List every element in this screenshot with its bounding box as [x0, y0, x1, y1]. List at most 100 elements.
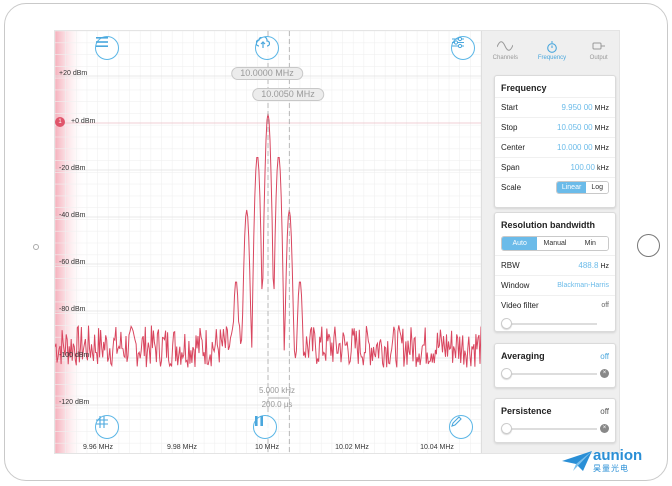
averaging-clear-icon[interactable]: ×: [600, 369, 609, 378]
reference-marker[interactable]: 1: [55, 117, 65, 127]
edit-icon: [451, 416, 462, 427]
rbw-min-button[interactable]: Min: [572, 237, 608, 250]
persistence-knob[interactable]: [501, 423, 512, 434]
start-value[interactable]: 9.950 00: [561, 103, 593, 112]
rbw-manual-button[interactable]: Manual: [537, 237, 573, 250]
averaging-card: Averaging off ×: [494, 343, 616, 388]
settings-button[interactable]: [451, 36, 475, 60]
center-row[interactable]: Center 10.000 00 MHz: [495, 137, 615, 157]
y-label-m60: -60 dBm: [59, 259, 86, 266]
scale-toggle: Linear Log: [555, 181, 609, 194]
tab-frequency[interactable]: Frequency: [529, 31, 576, 71]
logo-brand: aunion: [593, 446, 643, 464]
pause-icon: [255, 416, 263, 426]
rbw-card: Resolution bandwidth Auto Manual Min RBW…: [494, 212, 616, 332]
span-row[interactable]: Span 100.00 kHz: [495, 157, 615, 177]
scale-row: Scale Linear Log: [495, 177, 615, 197]
span-label: Span: [501, 163, 520, 172]
menu-button[interactable]: [95, 36, 119, 60]
y-label-m40: -40 dBm: [59, 212, 86, 219]
averaging-knob[interactable]: [501, 368, 512, 379]
rbw-row[interactable]: RBW 488.8 Hz: [495, 255, 615, 275]
logo-sub: 昊量光电: [593, 463, 629, 473]
start-row[interactable]: Start 9.950 00 MHz: [495, 97, 615, 117]
video-filter-row: Video filter off: [495, 295, 615, 315]
menu-icon: [96, 37, 108, 47]
waveform-icon: [496, 41, 514, 55]
upload-button[interactable]: [255, 36, 279, 60]
y-label-m100: -100 dBm: [59, 352, 90, 359]
rbw-title: Resolution bandwidth: [501, 220, 595, 230]
x-label-1: 9.96 MHz: [83, 444, 113, 451]
y-label-m20: -20 dBm: [59, 165, 86, 172]
company-logo: aunion 昊量光电: [561, 446, 642, 476]
video-filter-slider[interactable]: [501, 317, 609, 331]
camera-dot: [33, 244, 39, 250]
grid-button[interactable]: [95, 415, 119, 439]
stop-row[interactable]: Stop 10.050 00 MHz: [495, 117, 615, 137]
spectrum-svg: [55, 31, 481, 453]
tab-label-channels: Channels: [492, 55, 519, 61]
tab-channels[interactable]: Channels: [482, 31, 529, 71]
y-label-20: +20 dBm: [59, 70, 88, 77]
paper-plane-icon: [562, 451, 592, 471]
tab-output[interactable]: Output: [575, 31, 619, 71]
edit-button[interactable]: [449, 415, 473, 439]
center-label: Center: [501, 143, 526, 152]
center-value[interactable]: 10.000 00: [557, 143, 593, 152]
marker-pill-2[interactable]: 10.0050 MHz: [252, 88, 324, 101]
video-filter-knob[interactable]: [501, 318, 512, 329]
persistence-value: off: [600, 406, 609, 416]
settings-panel: Channels Frequency Output Frequency Star…: [481, 31, 619, 453]
rbw-auto-button[interactable]: Auto: [502, 237, 538, 250]
persistence-title: Persistence: [501, 406, 552, 416]
frequency-card: Frequency Start 9.950 00 MHz Stop 10.050 …: [494, 75, 616, 208]
x-label-2: 9.98 MHz: [167, 444, 197, 451]
persistence-clear-icon[interactable]: ×: [600, 424, 609, 433]
delta-time: 200.0 µs: [261, 400, 293, 409]
window-value[interactable]: Blackman-Harris: [557, 282, 609, 289]
y-label-m80: -80 dBm: [59, 306, 86, 313]
x-label-4: 10.02 MHz: [335, 444, 369, 451]
tab-label-frequency: Frequency: [537, 55, 567, 61]
start-unit: MHz: [594, 105, 609, 112]
video-filter-value: off: [601, 302, 609, 309]
averaging-slider[interactable]: ×: [501, 367, 609, 381]
span-value[interactable]: 100.00: [570, 163, 595, 172]
scale-linear-button[interactable]: Linear: [556, 182, 587, 193]
y-label-0: +0 dBm: [71, 118, 96, 125]
span-unit: kHz: [596, 165, 609, 172]
marker-pill-1[interactable]: 10.0000 MHz: [231, 67, 303, 80]
pause-button[interactable]: [253, 415, 277, 439]
rbw-unit: Hz: [600, 263, 609, 270]
stop-unit: MHz: [594, 125, 609, 132]
tab-label-output: Output: [589, 55, 608, 61]
output-icon: [592, 41, 606, 55]
persistence-slider[interactable]: ×: [501, 422, 609, 436]
stop-label: Stop: [501, 123, 518, 132]
sliders-icon: [452, 37, 464, 48]
video-filter-label: Video filter: [501, 301, 539, 310]
scale-label: Scale: [501, 183, 522, 192]
home-button[interactable]: [637, 234, 660, 257]
rbw-label: RBW: [501, 261, 520, 270]
upload-icon: [256, 37, 270, 48]
scale-log-button[interactable]: Log: [586, 182, 608, 193]
x-label-3: 10 MHz: [254, 444, 280, 451]
window-row[interactable]: Window Blackman-Harris: [495, 275, 615, 295]
averaging-value: off: [600, 351, 609, 361]
panel-tabs: Channels Frequency Output: [482, 31, 619, 71]
averaging-track: [505, 373, 597, 375]
rbw-mode-toggle: Auto Manual Min: [501, 236, 609, 251]
delta-frequency: 5.000 kHz: [258, 386, 296, 395]
app-screen: +20 dBm +0 dBm -20 dBm -40 dBm -60 dBm -…: [54, 30, 620, 454]
video-filter-track: [505, 323, 597, 325]
start-label: Start: [501, 103, 518, 112]
stop-value[interactable]: 10.050 00: [557, 123, 593, 132]
grid-icon: [96, 416, 108, 428]
x-label-5: 10.04 MHz: [420, 444, 454, 451]
rbw-value[interactable]: 488.8: [578, 261, 599, 270]
spectrum-plot[interactable]: +20 dBm +0 dBm -20 dBm -40 dBm -60 dBm -…: [55, 31, 481, 453]
persistence-card: Persistence off ×: [494, 398, 616, 443]
y-label-m120: -120 dBm: [59, 399, 90, 406]
